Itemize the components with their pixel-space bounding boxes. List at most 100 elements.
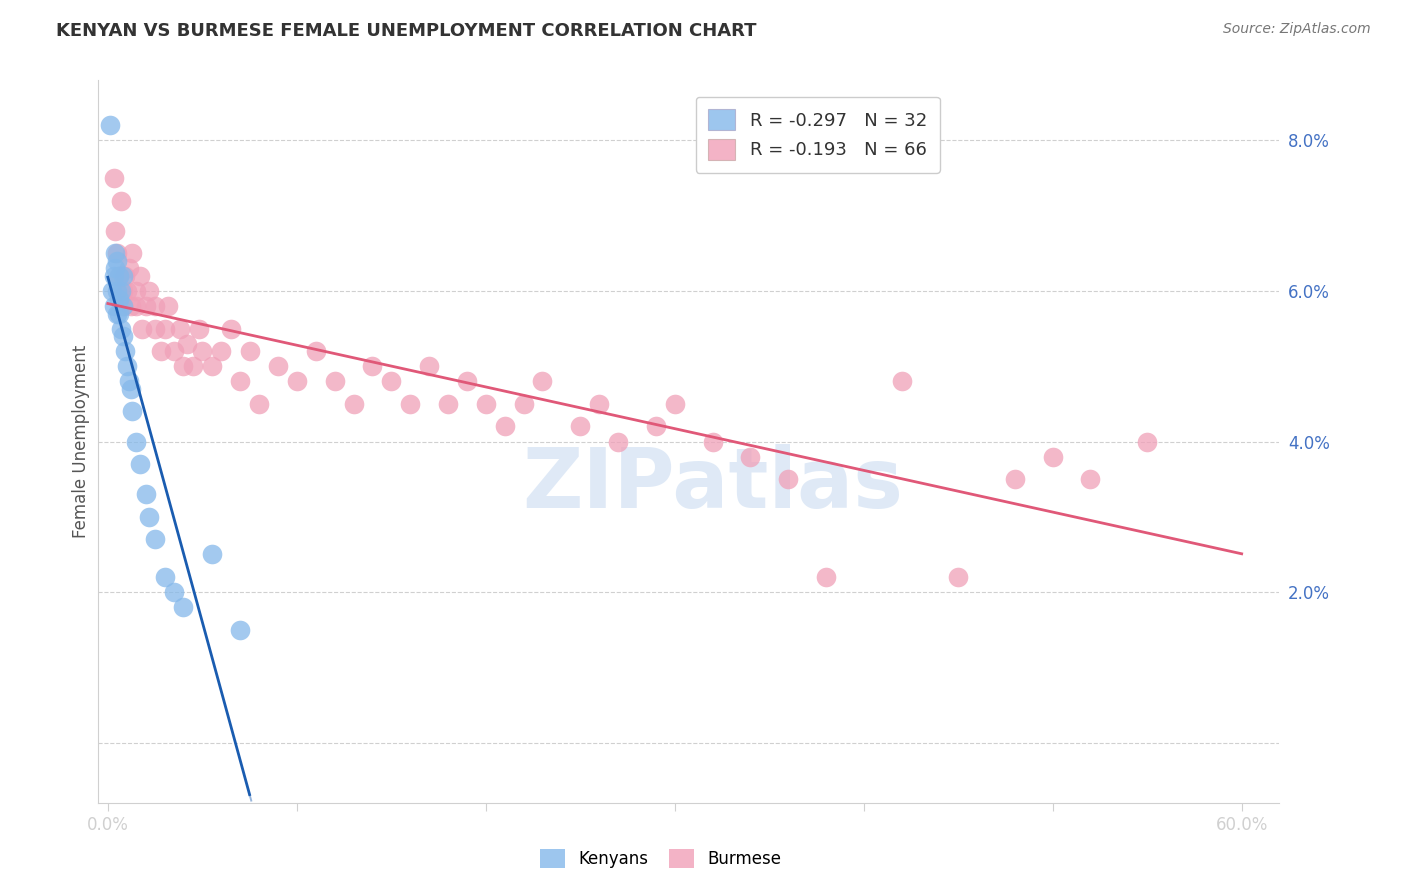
Point [1080,472,1102,486]
Point [118,261,141,276]
Point [105,284,128,298]
Point [531,375,554,389]
Point [105,253,128,268]
Point [125,299,148,313]
Point [110,321,132,335]
Point [644,419,666,434]
Point [267,359,290,374]
Point [120,299,142,313]
Point [181,359,204,374]
Point [229,623,252,637]
Point [1136,434,1159,449]
Point [103,268,125,283]
Point [187,321,209,335]
Point [143,321,166,335]
Point [247,397,270,411]
Point [131,321,153,335]
Point [163,344,186,359]
Point [512,397,534,411]
Point [890,375,912,389]
Point [138,284,160,298]
Point [135,487,157,501]
Point [120,382,142,396]
Point [121,404,143,418]
Point [108,268,131,283]
Point [129,268,152,283]
Text: Source: ZipAtlas.com: Source: ZipAtlas.com [1223,22,1371,37]
Point [607,434,630,449]
Point [305,344,328,359]
Point [176,336,198,351]
Point [157,299,180,313]
Point [103,299,125,313]
Point [172,600,194,615]
Point [143,533,166,547]
Point [814,570,837,584]
Point [418,359,440,374]
Point [163,585,186,599]
Point [172,359,194,374]
Point [98,119,121,133]
Point [118,375,141,389]
Legend: R = -0.297   N = 32, R = -0.193   N = 66: R = -0.297 N = 32, R = -0.193 N = 66 [696,96,939,172]
Point [111,299,134,313]
Point [191,344,214,359]
Point [380,375,402,389]
Point [219,321,242,335]
Point [104,224,127,238]
Text: ZIPatlas: ZIPatlas [522,444,903,525]
Point [475,397,498,411]
Point [569,419,592,434]
Point [111,329,134,343]
Point [740,450,762,464]
Point [115,359,138,374]
Point [361,359,384,374]
Point [121,246,143,260]
Point [110,194,132,208]
Point [110,284,132,298]
Y-axis label: Female Unemployment: Female Unemployment [72,345,90,538]
Point [104,246,127,260]
Point [103,171,125,186]
Point [201,548,224,562]
Point [125,284,148,298]
Point [948,570,970,584]
Point [494,419,516,434]
Point [153,321,176,335]
Point [239,344,262,359]
Point [229,375,252,389]
Point [1042,450,1064,464]
Point [125,434,148,449]
Point [437,397,460,411]
Point [664,397,686,411]
Legend: Kenyans, Burmese: Kenyans, Burmese [534,842,787,875]
Point [143,299,166,313]
Point [100,284,122,298]
Point [108,268,131,283]
Text: KENYAN VS BURMESE FEMALE UNEMPLOYMENT CORRELATION CHART: KENYAN VS BURMESE FEMALE UNEMPLOYMENT CO… [56,22,756,40]
Point [138,509,160,524]
Point [111,284,134,298]
Point [149,344,172,359]
Point [342,397,364,411]
Point [702,434,724,449]
Point [129,457,152,471]
Point [169,321,191,335]
Point [588,397,610,411]
Point [108,307,131,321]
Point [209,344,232,359]
Point [1004,472,1026,486]
Point [778,472,800,486]
Point [108,292,131,306]
Point [105,307,128,321]
Point [115,284,138,298]
Point [135,299,157,313]
Point [456,375,478,389]
Point [111,268,134,283]
Point [105,246,128,260]
Point [153,570,176,584]
Point [114,268,136,283]
Point [201,359,224,374]
Point [111,299,134,313]
Point [323,375,346,389]
